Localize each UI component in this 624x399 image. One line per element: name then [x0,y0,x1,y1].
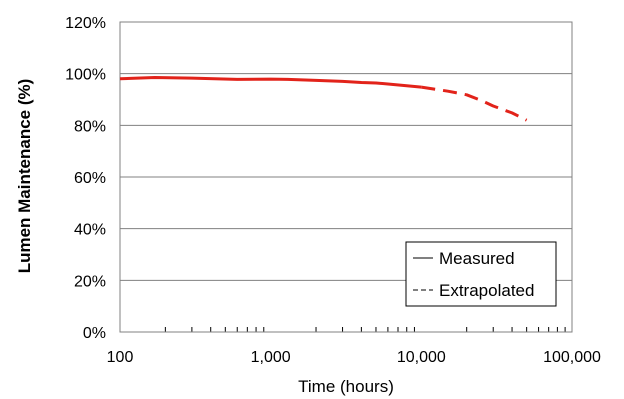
y-tick-label: 20% [74,273,106,290]
y-tick-label: 0% [83,325,106,342]
x-tick-label: 100 [107,349,134,366]
x-axis-title: Time (hours) [298,377,394,396]
series-line-measured [119,76,422,89]
y-tick-label: 40% [74,222,106,239]
y-tick-label: 120% [65,15,106,32]
y-axis-title: Lumen Maintenance (%) [15,79,34,274]
x-minor-ticks [164,327,566,332]
x-tick-label: 1,000 [251,349,291,366]
legend-label-extrapolated: Extrapolated [439,281,534,300]
y-tick-label: 60% [74,170,106,187]
y-tick-label: 100% [65,67,106,84]
plot-area-frame [119,21,573,333]
x-tick-label: 10,000 [397,349,446,366]
y-tick-label: 80% [74,118,106,135]
x-tick-labels: 100 1,000 10,000 100,000 [107,349,601,366]
y-tick-labels: 0% 20% 40% 60% 80% 100% 120% [65,15,106,342]
x-tick-label: 100,000 [543,349,601,366]
series-line-extrapolated [421,85,528,122]
legend: Measured Extrapolated [405,241,557,307]
series-layer [119,76,528,122]
legend-box [405,241,557,307]
legend-label-measured: Measured [439,249,515,268]
